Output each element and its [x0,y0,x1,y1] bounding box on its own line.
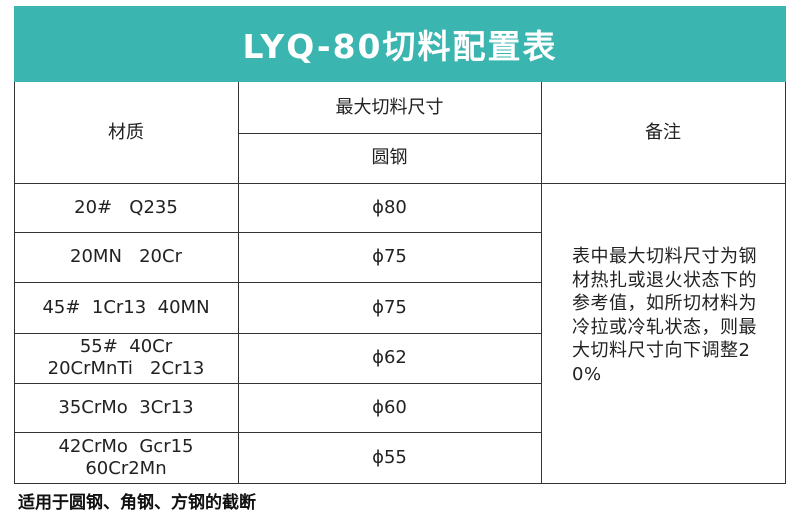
grid-line-row-2 [14,282,542,283]
row-6-material-line-2: 60Cr2Mn [85,457,167,479]
header-round-steel: 圆钢 [371,147,408,168]
row-3-material: 45# 1Cr13 40MN [14,282,238,333]
row-4-material-line-2: 20CrMnTi 2Cr13 [47,358,205,379]
row-6-material-line-1: 42CrMo Gcr15 [58,435,194,457]
grid-line-v1 [238,82,239,484]
row-3-size: ϕ75 [372,296,407,318]
title-bar: LYQ-80切料配置表 [14,6,786,82]
row-5-material-line-1: 35CrMo 3Cr13 [58,396,194,418]
header-material: 材质 [108,121,144,143]
grid-line-row-4 [14,383,542,384]
row-2-material-line-1: 20MN 20Cr [70,246,182,267]
grid-line-row-3 [14,333,542,334]
grid-line-subheader [238,133,541,134]
row-4-material-line-1: 55# 40Cr [79,336,173,357]
row-4-size: ϕ62 [372,347,407,368]
grid-line-header-bottom [14,183,786,184]
grid-line-left [14,82,15,484]
row-1-size: ϕ80 [372,196,407,218]
row-6-material: 42CrMo Gcr15 60Cr2Mn [14,432,238,483]
row-2-material: 20MN 20Cr [14,232,238,282]
row-1-material: 20# Q235 [14,183,238,232]
row-3-material-line-1: 45# 1Cr13 40MN [42,296,210,318]
grid-line-bottom [14,483,786,484]
row-1-material-line-1: 20# Q235 [74,196,178,218]
grid-line-row-1 [14,232,542,233]
page-title: LYQ-80切料配置表 [242,27,558,66]
header-remark: 备注 [645,121,681,143]
row-5-material: 35CrMo 3Cr13 [14,383,238,432]
footnote: 适用于圆钢、角钢、方钢的截断 [18,493,256,513]
remark-text: 表中最大切料尺寸为钢材热扎或退火状态下的参考值，如所切材料为冷拉或冷轧状态，则最… [572,246,757,385]
grid-line-right [785,82,786,484]
row-5-size: ϕ60 [372,396,407,418]
grid-line-v2 [541,82,542,484]
header-max-cut: 最大切料尺寸 [335,96,444,118]
row-4-material: 55# 40Cr 20CrMnTi 2Cr13 [14,333,238,383]
row-6-size: ϕ55 [372,446,407,468]
config-table: 材质 最大切料尺寸 圆钢 备注 20# Q235 ϕ80 20MN 20Cr ϕ… [14,82,786,484]
row-2-size: ϕ75 [372,246,407,267]
grid-line-row-5 [14,432,542,433]
